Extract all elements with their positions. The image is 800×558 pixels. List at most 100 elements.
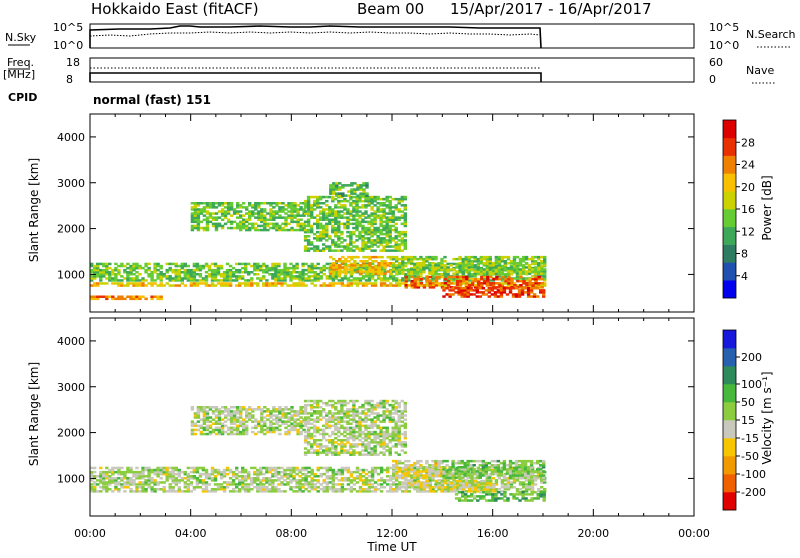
power-cell <box>419 262 422 265</box>
power-cell <box>465 269 468 272</box>
power-cell <box>166 275 169 278</box>
velocity-cell <box>377 488 380 491</box>
power-cell <box>304 225 307 228</box>
power-cell <box>96 263 99 266</box>
power-cell <box>338 186 341 189</box>
power-cell <box>307 247 310 250</box>
power-cell <box>410 268 413 271</box>
power-cell <box>298 271 301 274</box>
power-cell <box>522 256 525 259</box>
velocity-cell <box>290 406 293 409</box>
power-cell <box>259 265 262 268</box>
velocity-cell <box>298 475 301 478</box>
velocity-cell <box>337 427 340 430</box>
power-cell <box>404 212 407 215</box>
power-colorbar-tick-label: 16 <box>741 203 755 216</box>
velocity-cell <box>102 486 105 489</box>
velocity-cell <box>224 406 227 409</box>
power-cell <box>353 277 356 280</box>
power-cell <box>292 282 295 285</box>
power-cell <box>344 258 347 261</box>
power-cell <box>465 256 468 259</box>
power-cell <box>147 263 150 266</box>
velocity-cell <box>135 471 138 474</box>
power-cell <box>352 196 355 199</box>
power-cell <box>498 256 501 259</box>
velocity-cell <box>206 410 209 413</box>
power-cell <box>190 282 193 285</box>
power-cell <box>407 268 410 271</box>
power-cell <box>350 264 353 267</box>
velocity-cell <box>395 483 398 486</box>
power-cell <box>541 278 544 281</box>
power-cell <box>361 225 364 228</box>
power-cell <box>398 231 401 234</box>
power-cell <box>445 293 448 296</box>
power-cell <box>350 282 353 285</box>
velocity-cell <box>301 490 304 493</box>
velocity-cell <box>209 406 212 409</box>
power-cell <box>323 273 326 276</box>
velocity-cell <box>193 486 196 489</box>
power-cell <box>316 196 319 199</box>
power-cell <box>275 216 278 219</box>
power-cell <box>541 286 544 289</box>
velocity-cell <box>353 471 356 474</box>
velocity-cell <box>239 420 242 423</box>
velocity-cell <box>289 479 292 482</box>
velocity-cell <box>317 475 320 478</box>
power-cell <box>132 296 135 299</box>
power-cell <box>473 289 476 292</box>
velocity-cell <box>214 488 217 491</box>
power-cell <box>156 296 159 299</box>
velocity-cell <box>337 400 340 403</box>
velocity-cell <box>247 483 250 486</box>
power-cell <box>90 296 93 299</box>
velocity-cell <box>314 473 317 476</box>
power-cell <box>123 298 126 301</box>
power-cell <box>374 279 377 282</box>
power-cell <box>361 235 364 238</box>
power-cell <box>417 276 420 279</box>
velocity-cell <box>292 486 295 489</box>
velocity-cell <box>346 449 349 452</box>
velocity-cell <box>247 486 250 489</box>
velocity-cell <box>377 473 380 476</box>
velocity-cell <box>335 483 338 486</box>
power-cell <box>380 260 383 263</box>
power-cell <box>407 256 410 259</box>
power-cell <box>129 277 132 280</box>
power-cell <box>361 200 364 203</box>
power-cell <box>444 278 447 281</box>
power-cell <box>341 270 344 273</box>
velocity-cell <box>346 402 349 405</box>
power-cell <box>281 202 284 205</box>
velocity-cell <box>340 400 343 403</box>
power-cell <box>331 219 334 222</box>
velocity-cell <box>135 467 138 470</box>
velocity-cell <box>238 471 241 474</box>
power-cell <box>371 260 374 263</box>
velocity-cell <box>175 467 178 470</box>
power-cell <box>488 295 491 298</box>
power-cell <box>163 273 166 276</box>
velocity-cell <box>117 467 120 470</box>
power-cell <box>371 256 374 259</box>
power-cell <box>356 270 359 273</box>
velocity-cell <box>389 486 392 489</box>
power-cell <box>203 227 206 230</box>
power-cell <box>352 241 355 244</box>
velocity-cell <box>361 425 364 428</box>
power-cell <box>108 296 111 299</box>
power-cell <box>232 271 235 274</box>
velocity-cell <box>352 400 355 403</box>
velocity-cell <box>202 473 205 476</box>
velocity-cell <box>287 412 290 415</box>
velocity-cell <box>386 414 389 417</box>
power-cell <box>355 235 358 238</box>
power-cell <box>314 265 317 268</box>
velocity-cell <box>169 486 172 489</box>
power-cell <box>320 267 323 270</box>
velocity-cell <box>211 488 214 491</box>
velocity-cell <box>310 412 313 415</box>
